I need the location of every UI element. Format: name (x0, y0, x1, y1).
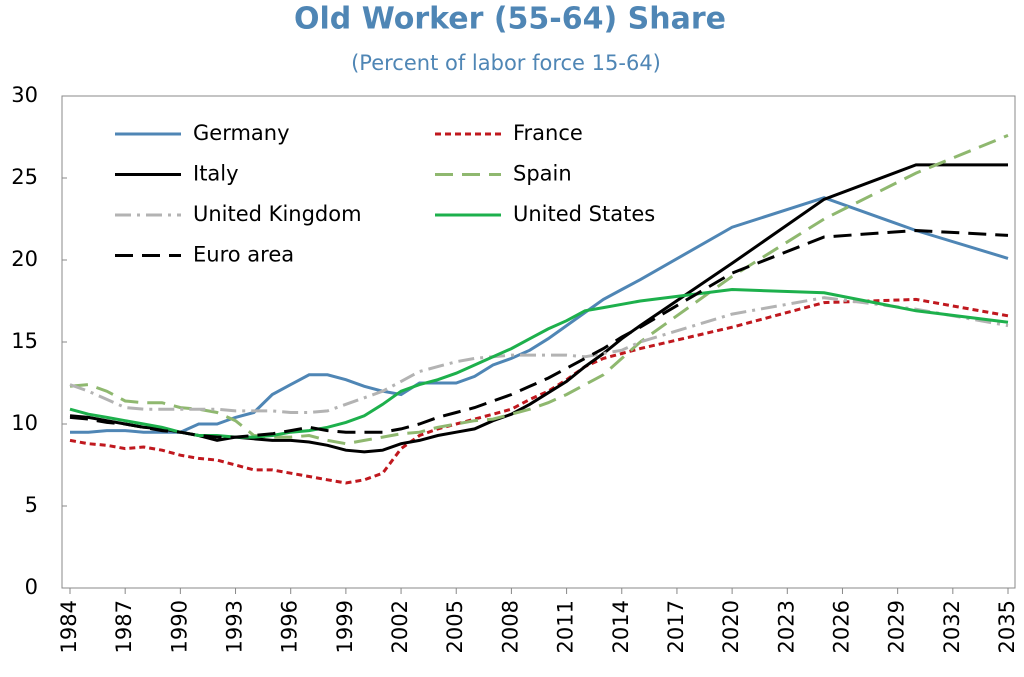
y-tick-label: 10 (11, 411, 38, 435)
legend-label: France (513, 121, 583, 145)
x-tick-label: 2032 (940, 600, 964, 653)
x-tick-label: 2023 (774, 600, 798, 653)
x-tick-label: 2008 (498, 600, 522, 653)
y-tick-label: 30 (11, 83, 38, 107)
legend-label: Germany (193, 121, 290, 145)
series-line (69, 134, 1009, 446)
x-tick-label: 1984 (57, 600, 81, 653)
series-line (69, 287, 1009, 439)
x-tick-label: 1993 (223, 600, 247, 653)
y-tick-label: 15 (11, 329, 38, 353)
series-line (69, 228, 1009, 439)
x-tick-label: 1987 (112, 600, 136, 653)
x-tick-label: 2035 (995, 600, 1019, 653)
x-tick-label: 1999 (333, 600, 357, 653)
chart-subtitle: (Percent of labor force 15-64) (351, 51, 661, 75)
y-tick-label: 5 (25, 493, 38, 517)
x-tick-label: 2005 (443, 600, 467, 653)
x-tick-label: 2002 (388, 600, 412, 653)
chart-title: Old Worker (55-64) Share (294, 2, 726, 37)
legend-label: Italy (193, 162, 239, 186)
y-tick-label: 0 (25, 575, 38, 599)
x-tick-label: 2026 (829, 600, 853, 653)
x-tick-label: 2020 (719, 600, 743, 653)
x-tick-label: 2014 (609, 600, 633, 653)
series-line (69, 297, 1009, 485)
x-tick-label: 1990 (167, 600, 191, 653)
legend-label: United States (513, 202, 655, 226)
series-line (69, 296, 1009, 414)
y-tick-label: 25 (11, 165, 38, 189)
x-tick-label: 1996 (278, 600, 302, 653)
legend-label: Euro area (193, 243, 294, 267)
x-tick-label: 2017 (664, 600, 688, 653)
y-tick-label: 20 (11, 247, 38, 271)
x-tick-label: 2029 (885, 600, 909, 653)
legend-label: Spain (513, 162, 572, 186)
legend-label: United Kingdom (193, 202, 362, 226)
x-tick-label: 2011 (554, 600, 578, 653)
